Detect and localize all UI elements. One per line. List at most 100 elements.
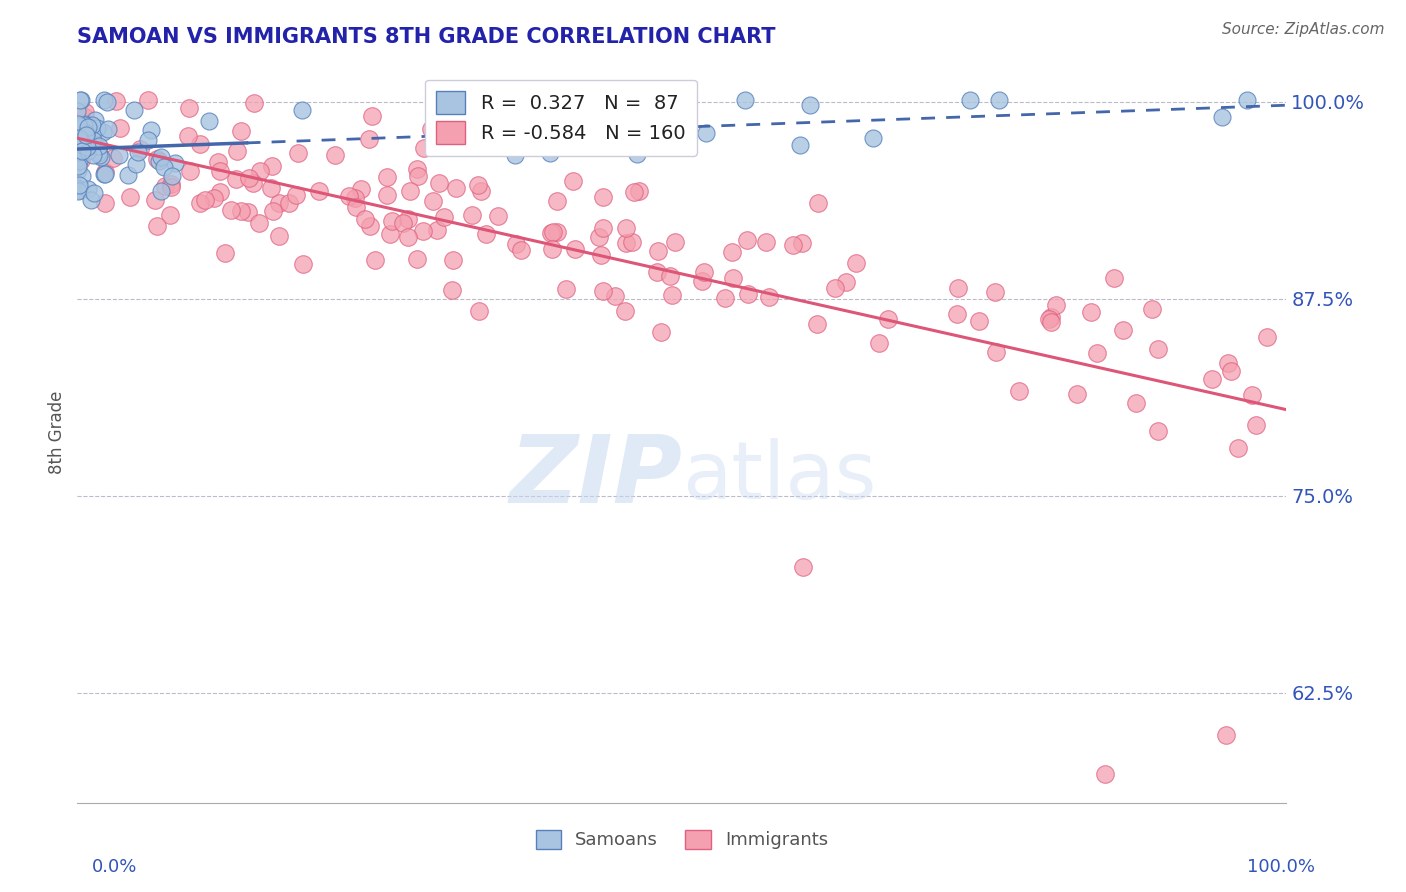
Point: [623, 185, 645, 199]
Point: [159, 208, 181, 222]
Point: [122, 103, 145, 117]
Point: [202, 191, 225, 205]
Point: [824, 281, 846, 295]
Point: [127, 145, 149, 160]
Point: [378, 227, 401, 242]
Point: [308, 184, 330, 198]
Point: [226, 145, 249, 159]
Point: [468, 304, 491, 318]
Point: [148, 154, 170, 169]
Point: [538, 146, 561, 161]
Point: [284, 187, 307, 202]
Point: [1125, 395, 1147, 409]
Point: [1045, 298, 1067, 312]
Point: [70, 128, 93, 143]
Point: [1008, 384, 1031, 398]
Point: [758, 289, 780, 303]
Point: [70, 143, 93, 157]
Point: [77, 138, 100, 153]
Point: [325, 148, 347, 162]
Point: [845, 256, 868, 270]
Point: [412, 224, 434, 238]
Point: [72, 138, 94, 153]
Point: [807, 196, 830, 211]
Point: [792, 235, 814, 250]
Point: [66, 159, 89, 173]
Point: [734, 93, 756, 107]
Point: [94, 196, 117, 211]
Point: [118, 190, 141, 204]
Point: [1256, 330, 1278, 344]
Point: [474, 227, 496, 241]
Point: [806, 317, 828, 331]
Point: [959, 93, 981, 107]
Point: [349, 182, 371, 196]
Point: [225, 172, 247, 186]
Point: [406, 161, 429, 176]
Point: [592, 190, 614, 204]
Point: [177, 129, 200, 144]
Point: [484, 114, 506, 128]
Point: [198, 114, 221, 128]
Point: [67, 117, 90, 131]
Point: [986, 345, 1008, 359]
Point: [540, 226, 562, 240]
Point: [89, 147, 111, 161]
Point: [782, 237, 804, 252]
Point: [104, 94, 127, 108]
Point: [1227, 442, 1250, 456]
Point: [412, 141, 434, 155]
Point: [789, 138, 811, 153]
Point: [468, 128, 491, 143]
Point: [967, 314, 990, 328]
Point: [160, 169, 183, 183]
Point: [946, 307, 969, 321]
Point: [236, 205, 259, 219]
Text: ZIP: ZIP: [509, 431, 682, 523]
Point: [420, 122, 443, 136]
Point: [755, 235, 778, 250]
Point: [337, 189, 360, 203]
Point: [1244, 417, 1267, 432]
Point: [693, 265, 716, 279]
Point: [375, 188, 398, 202]
Point: [441, 253, 464, 268]
Point: [1111, 323, 1133, 337]
Point: [82, 133, 104, 147]
Point: [70, 153, 93, 167]
Point: [534, 102, 557, 116]
Point: [1080, 305, 1102, 319]
Point: [1211, 110, 1233, 124]
Point: [433, 210, 456, 224]
Point: [269, 229, 291, 244]
Point: [243, 95, 266, 110]
Point: [76, 120, 98, 135]
Point: [89, 138, 111, 153]
Point: [714, 291, 737, 305]
Point: [96, 95, 118, 110]
Point: [614, 236, 637, 251]
Point: [138, 93, 160, 107]
Point: [612, 125, 634, 139]
Point: [614, 220, 637, 235]
Point: [159, 179, 181, 194]
Point: [83, 186, 105, 201]
Point: [664, 235, 686, 249]
Point: [77, 182, 100, 196]
Point: [67, 153, 90, 168]
Text: atlas: atlas: [682, 438, 876, 516]
Point: [546, 225, 568, 239]
Point: [1215, 728, 1237, 742]
Point: [444, 180, 467, 194]
Point: [219, 202, 242, 217]
Text: 0.0%: 0.0%: [91, 858, 136, 876]
Point: [422, 194, 444, 208]
Point: [75, 110, 97, 124]
Point: [194, 193, 217, 207]
Point: [66, 103, 89, 118]
Point: [427, 176, 450, 190]
Point: [93, 93, 115, 107]
Point: [588, 230, 610, 244]
Point: [117, 168, 139, 182]
Point: [406, 252, 429, 266]
